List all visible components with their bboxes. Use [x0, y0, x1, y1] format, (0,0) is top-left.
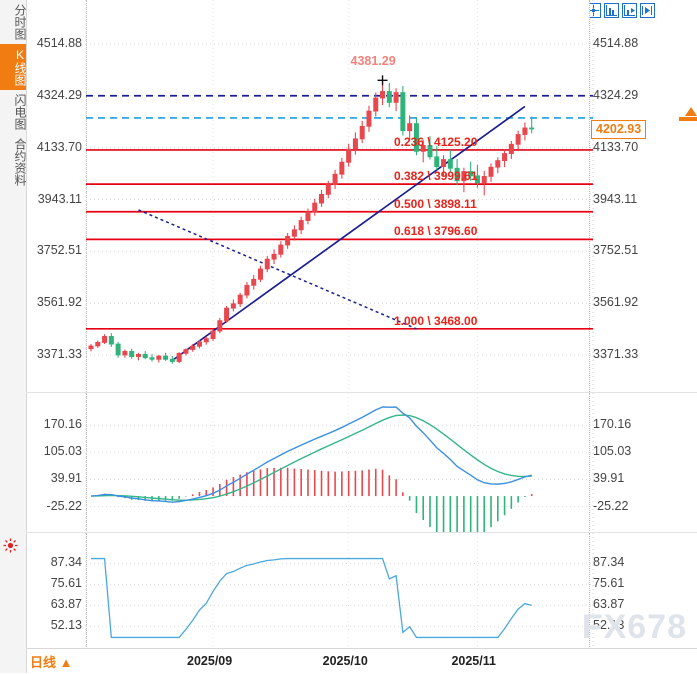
price-panel[interactable]: 现货黄金【日线】 ⊕ 4514.884514.884324.294324.294… — [26, 0, 697, 392]
y-axis-label-left: 3371.33 — [36, 347, 82, 362]
y-axis-label-right: 39.91 — [593, 471, 625, 486]
x-axis-date-label: 2025/10 — [322, 654, 368, 668]
y-axis-label-right: 4133.70 — [593, 139, 639, 154]
y-axis-label-left: 4324.29 — [36, 87, 82, 102]
sidebar-item-lightning[interactable]: 闪电图 — [13, 94, 27, 130]
price-marker-arrow-icon — [685, 106, 697, 116]
y-axis-label-right: 170.16 — [593, 417, 632, 432]
y-axis-label-right: 4324.29 — [593, 87, 639, 102]
y-axis-label-right: 3561.92 — [593, 295, 639, 310]
sidebar: 分时图 K线图 闪电图 合约资料 — [0, 0, 27, 673]
sidebar-item-timeshare[interactable]: 分时图 — [13, 4, 27, 40]
swing-high-label: 4381.29 — [350, 54, 396, 69]
y-axis-label-right: 3371.33 — [593, 347, 639, 362]
fib-level-label: 0.236 \ 4125.20 — [394, 134, 478, 149]
x-axis-date-label: 2025/11 — [451, 654, 496, 668]
timeframe-button[interactable]: 日线 ▲ — [30, 655, 73, 670]
rsi-sun-icon[interactable] — [3, 538, 18, 558]
chart-scale-right-icon[interactable] — [622, 3, 637, 18]
fib-level-label: 0.382 \ 3999.61 — [394, 169, 478, 184]
y-axis-label-left: 87.34 — [50, 555, 82, 570]
fib-level-label: 0.618 \ 3796.60 — [394, 224, 478, 239]
x-axis-date-label: 2025/09 — [187, 654, 233, 668]
y-axis-label-right: 75.61 — [593, 576, 625, 591]
y-axis-label-right: 105.03 — [593, 444, 632, 459]
y-axis-label-left: 3752.51 — [36, 243, 82, 258]
y-axis-label-left: 3561.92 — [36, 295, 82, 310]
y-axis-label-left: 3943.11 — [37, 191, 82, 206]
y-axis-label-right: 87.34 — [593, 555, 625, 570]
y-axis-label-left: -25.22 — [46, 498, 82, 513]
price-plot-area[interactable] — [86, 0, 590, 392]
macd-plot-area[interactable] — [86, 393, 590, 533]
sidebar-item-contract-info[interactable]: 合约资料 — [13, 138, 27, 186]
y-axis-label-left: 75.61 — [50, 576, 82, 591]
chart-scale-left-icon[interactable] — [604, 3, 619, 18]
y-axis-label-left: 4133.70 — [36, 139, 82, 154]
fib-level-label: 1.000 \ 3468.00 — [394, 313, 478, 328]
y-axis-label-left: 105.03 — [43, 444, 82, 459]
chart-expand-right-icon[interactable] — [640, 3, 655, 18]
chart-toolbar — [586, 3, 655, 18]
fib-level-label: 0.500 \ 3898.11 — [394, 196, 477, 211]
y-axis-label-right: 63.87 — [593, 597, 625, 612]
time-axis: 日线 ▲ 2025/09 2025/10 2025/11 — [26, 648, 697, 674]
rsi-plot-area[interactable] — [86, 533, 590, 649]
y-axis-label-left: 63.87 — [50, 597, 82, 612]
y-axis-label-right: -25.22 — [593, 498, 629, 513]
rsi-panel[interactable]: RSI(14,14,14) RSI1:63.86 RSI2:63.86 RSI3… — [26, 532, 697, 649]
y-axis-label-left: 39.91 — [50, 471, 82, 486]
y-axis-label-left: 170.16 — [43, 417, 82, 432]
macd-panel[interactable]: MACD(26,12,9) DIFF:50.22 DEA:42.55 MACD:… — [26, 392, 697, 540]
y-axis-label-left: 4514.88 — [36, 35, 82, 50]
current-price-badge[interactable]: 4202.93 — [591, 119, 647, 139]
sidebar-item-kline[interactable]: K线图 — [0, 44, 27, 90]
price-marker-arrow-base — [679, 116, 697, 121]
chart-frame: 现货黄金【日线】 ⊕ 4514.884514.884324.294324.294… — [26, 0, 697, 673]
y-axis-label-right: 3943.11 — [593, 191, 638, 206]
y-axis-label-left: 52.13 — [50, 618, 82, 633]
y-axis-label-right: 3752.51 — [593, 243, 639, 258]
y-axis-label-right: 4514.88 — [593, 35, 639, 50]
y-axis-label-right: 52.13 — [593, 618, 625, 633]
